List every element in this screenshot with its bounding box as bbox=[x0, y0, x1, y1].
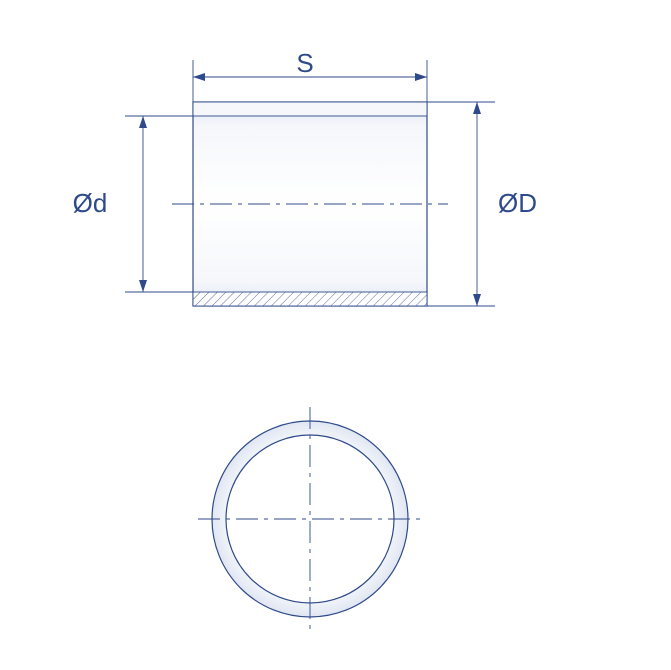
side-wall-bottom-hatched bbox=[193, 292, 427, 306]
bushing-drawing: S Ød ØD bbox=[0, 0, 671, 670]
dim-arrowhead bbox=[139, 280, 147, 292]
side-wall-top bbox=[193, 102, 427, 116]
dim-d-label: Ød bbox=[73, 188, 108, 218]
dim-arrowhead bbox=[415, 73, 427, 81]
end-view bbox=[198, 407, 422, 631]
dim-arrowhead bbox=[193, 73, 205, 81]
dim-D-label: ØD bbox=[498, 188, 537, 218]
dim-s-label: S bbox=[296, 48, 313, 78]
side-view bbox=[172, 102, 448, 306]
dim-arrowhead bbox=[473, 102, 481, 114]
dim-arrowhead bbox=[139, 116, 147, 128]
dim-arrowhead bbox=[473, 294, 481, 306]
